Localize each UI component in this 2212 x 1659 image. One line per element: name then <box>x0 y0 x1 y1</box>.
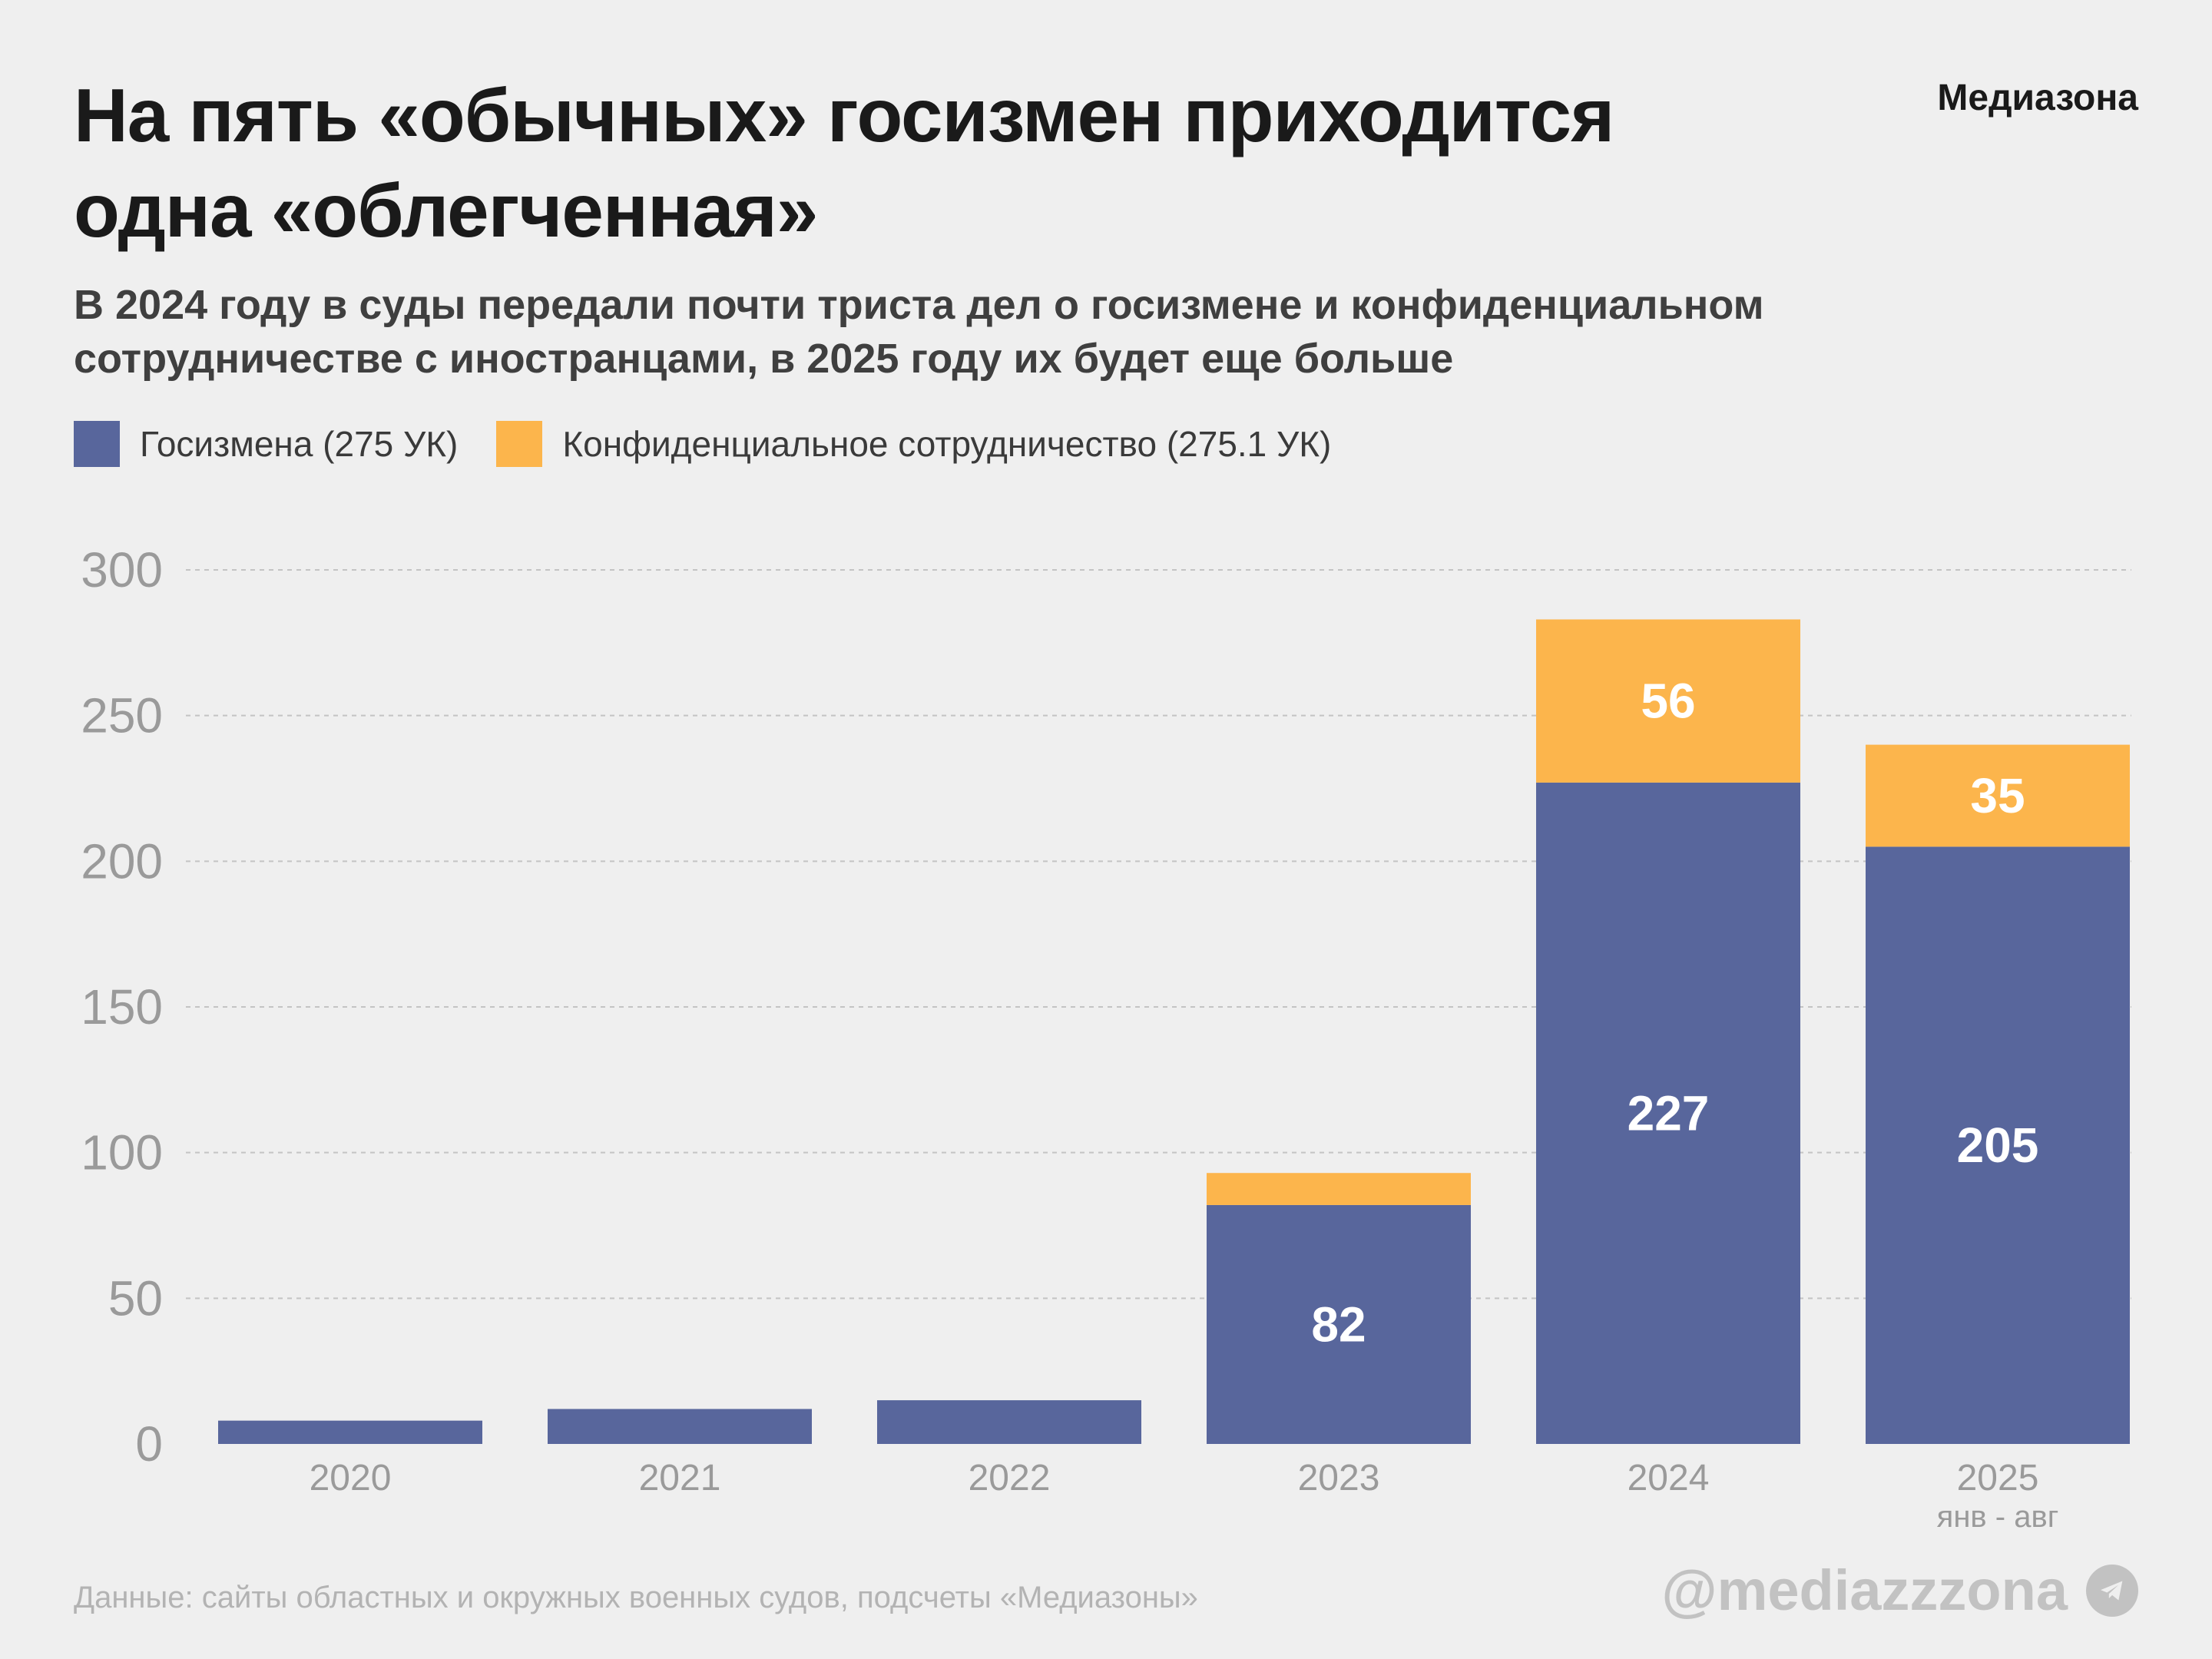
y-tick-label: 250 <box>81 688 163 743</box>
y-tick-label: 300 <box>81 542 163 598</box>
handle-text: @mediazzzona <box>1661 1558 2068 1622</box>
brand-logo: Медиазона <box>1937 78 2138 118</box>
data-label-confidential: 56 <box>1641 674 1695 729</box>
legend-item-confidential: Конфиденциальное сотрудничество (275.1 У… <box>496 421 1331 467</box>
bar-treason <box>1207 1204 1471 1444</box>
bar-confidential <box>1207 1173 1471 1205</box>
chart-subtitle: В 2024 году в суды передали почти триста… <box>74 282 1764 382</box>
x-tick-label: 2020 <box>310 1458 392 1498</box>
x-tick-label: 2025 <box>1957 1458 2039 1498</box>
y-tick-label: 0 <box>135 1416 163 1472</box>
x-tick-label: 2024 <box>1628 1458 1710 1498</box>
y-tick-label: 200 <box>81 833 163 889</box>
x-tick-label: 2022 <box>969 1458 1051 1498</box>
bar-treason <box>218 1420 482 1444</box>
stacked-bar-chart: 0 50 100 150 200 250 300 2020 2021 2022 82 2023 227 5… <box>81 542 2131 1534</box>
y-tick-label: 100 <box>81 1125 163 1181</box>
legend: Госизмена (275 УК) Конфиденциальное сотр… <box>74 421 1331 467</box>
bar-treason <box>1536 782 1800 1444</box>
bar-confidential <box>1536 619 1800 783</box>
chart-title: На пять «обычных» госизмен приходится од… <box>74 73 1614 253</box>
source-note: Данные: сайты областных и окружных военн… <box>74 1581 1198 1614</box>
telegram-icon[interactable] <box>2086 1564 2138 1617</box>
data-label-treason: 82 <box>1311 1296 1366 1352</box>
data-label-treason: 205 <box>1957 1118 2039 1173</box>
social-handle[interactable]: @mediazzzona <box>1661 1558 2138 1623</box>
legend-label-confidential: Конфиденциальное сотрудничество (275.1 У… <box>562 424 1332 464</box>
bar-treason <box>877 1400 1141 1444</box>
x-tick-label: 2021 <box>639 1458 721 1498</box>
bar-treason <box>548 1409 812 1444</box>
legend-item-treason: Госизмена (275 УК) <box>74 421 458 467</box>
bar-treason <box>1866 846 2130 1444</box>
data-label-confidential: 35 <box>1970 768 2025 823</box>
legend-swatch-treason <box>74 421 120 467</box>
legend-swatch-confidential <box>496 421 543 467</box>
y-tick-label: 150 <box>81 979 163 1035</box>
bar-confidential <box>1866 744 2130 847</box>
x-tick-label: 2023 <box>1298 1458 1380 1498</box>
x-tick-sublabel: янв - авг <box>1937 1500 2059 1534</box>
legend-label-treason: Госизмена (275 УК) <box>140 424 459 464</box>
y-tick-label: 50 <box>108 1270 163 1326</box>
data-label-treason: 227 <box>1628 1085 1710 1141</box>
